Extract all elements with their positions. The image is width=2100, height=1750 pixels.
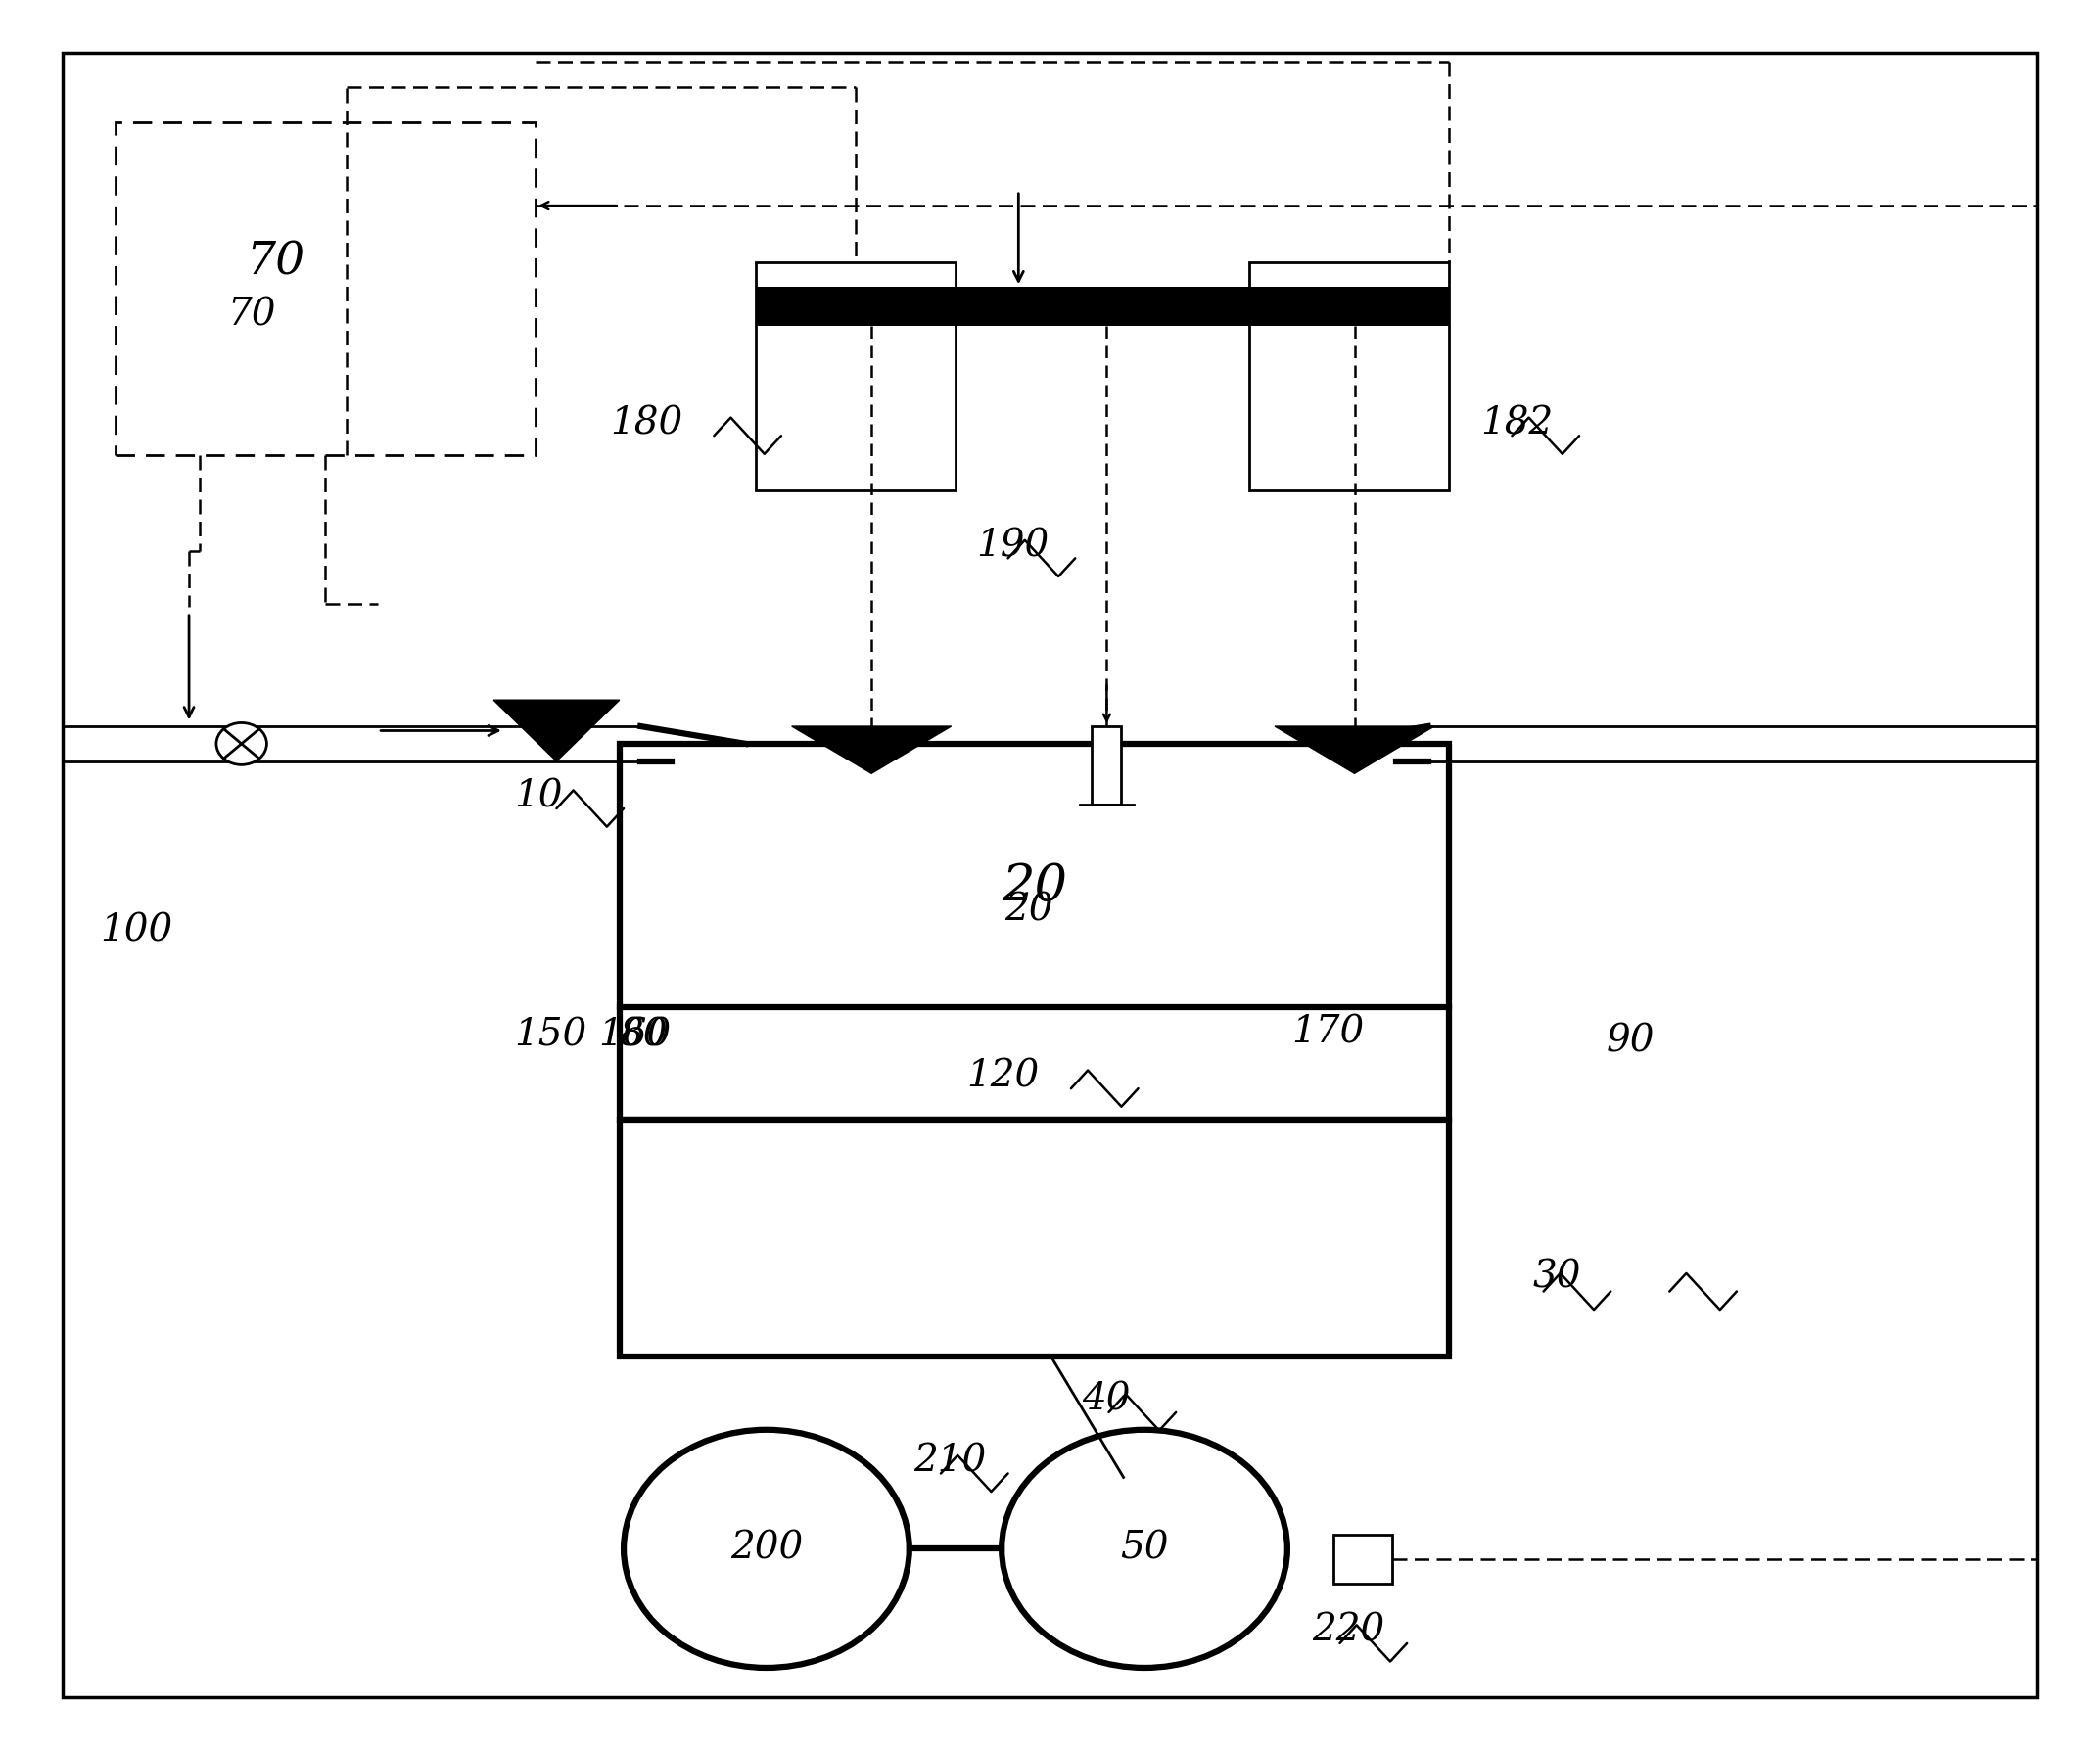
Circle shape xyxy=(216,723,267,765)
Bar xyxy=(620,744,1449,1120)
Text: 120: 120 xyxy=(966,1059,1040,1094)
Text: 182: 182 xyxy=(1480,406,1554,441)
Text: 170: 170 xyxy=(1292,1015,1365,1050)
Text: 100: 100 xyxy=(101,914,172,948)
Text: 200: 200 xyxy=(731,1531,802,1566)
Polygon shape xyxy=(1275,726,1434,774)
Circle shape xyxy=(1002,1430,1287,1668)
Text: 210: 210 xyxy=(914,1444,987,1479)
Text: 50: 50 xyxy=(1119,1531,1170,1566)
Text: 160: 160 xyxy=(598,1018,672,1054)
Bar xyxy=(620,1120,1449,1356)
Bar xyxy=(116,123,536,455)
Text: 40: 40 xyxy=(1082,1382,1130,1418)
Circle shape xyxy=(624,1430,909,1668)
Bar xyxy=(1334,1535,1392,1584)
Text: 70: 70 xyxy=(227,298,277,333)
Bar xyxy=(756,287,1449,326)
Text: 30: 30 xyxy=(1533,1260,1581,1295)
Polygon shape xyxy=(494,700,620,761)
Text: 20: 20 xyxy=(1004,892,1054,928)
Text: 70: 70 xyxy=(246,240,304,284)
Text: 220: 220 xyxy=(1312,1614,1386,1648)
Bar xyxy=(1250,262,1449,490)
Bar xyxy=(756,262,956,490)
Text: 180: 180 xyxy=(609,406,682,441)
Bar xyxy=(1092,726,1121,805)
Text: 90: 90 xyxy=(1606,1024,1655,1059)
Text: 80: 80 xyxy=(620,1018,668,1054)
Text: 20: 20 xyxy=(1002,861,1067,912)
Text: 10: 10 xyxy=(514,779,563,814)
Polygon shape xyxy=(792,726,951,774)
Text: 150: 150 xyxy=(514,1018,588,1054)
Text: 190: 190 xyxy=(977,528,1050,564)
